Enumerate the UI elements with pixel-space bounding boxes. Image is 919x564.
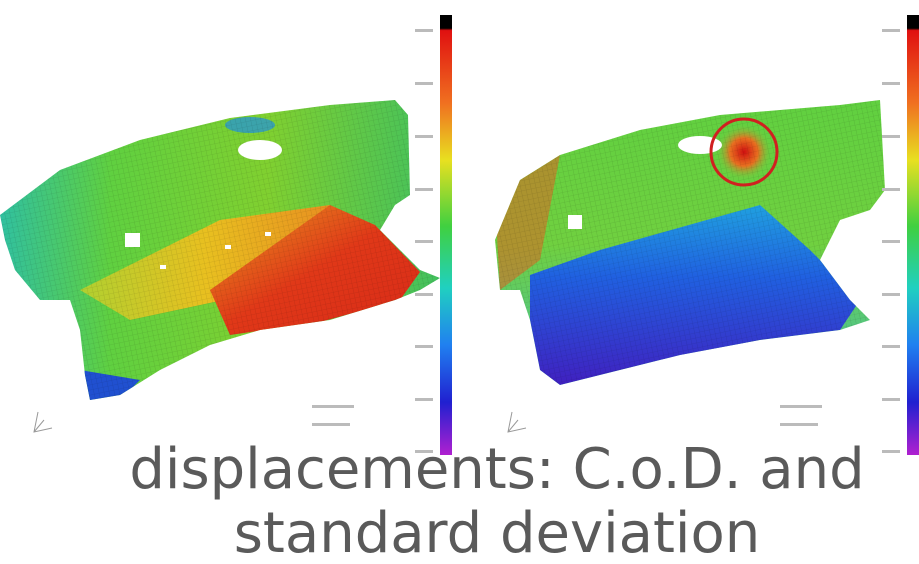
axis-triad	[33, 411, 53, 433]
plot-info	[312, 405, 354, 426]
colorbar-ticks	[415, 29, 433, 453]
hole	[125, 233, 140, 247]
hole	[160, 265, 166, 269]
colorbar	[440, 15, 452, 455]
hole	[568, 215, 582, 229]
axis-triad	[507, 411, 527, 433]
plot-info	[780, 405, 822, 426]
right-contour-plot	[495, 15, 919, 455]
hole	[265, 232, 271, 236]
colorbar-ticks	[882, 29, 900, 453]
left-contour-plot	[0, 15, 452, 455]
colorbar	[907, 15, 919, 455]
caption-line: displacements: C.o.D. and	[129, 437, 864, 502]
hole	[225, 245, 231, 249]
mesh	[0, 100, 440, 400]
caption-line: standard deviation	[234, 501, 760, 564]
hole	[238, 140, 282, 160]
highlight-circle	[709, 117, 779, 187]
